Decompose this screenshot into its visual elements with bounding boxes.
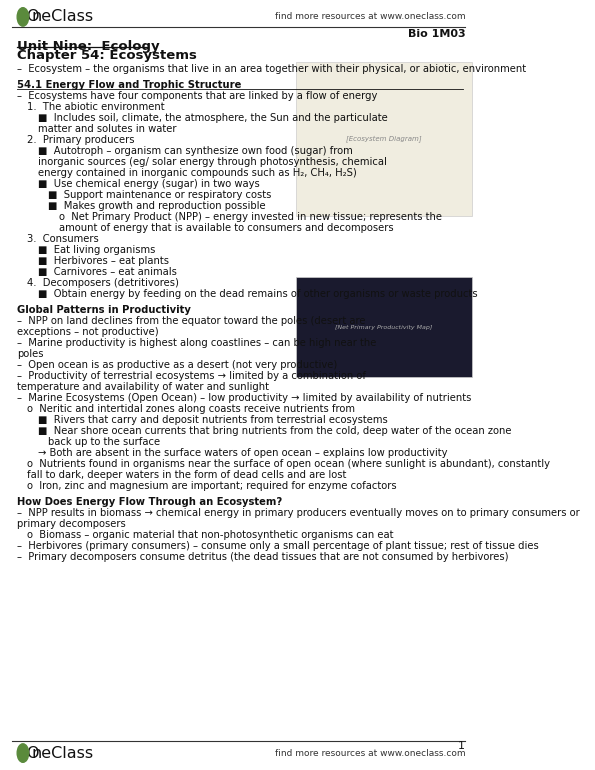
Text: o  Iron, zinc and magnesium are important; required for enzyme cofactors: o Iron, zinc and magnesium are important… — [27, 480, 397, 490]
Text: ■  Makes growth and reproduction possible: ■ Makes growth and reproduction possible — [48, 201, 266, 211]
Text: –  Productivity of terrestrial ecosystems → limited by a combination of: – Productivity of terrestrial ecosystems… — [17, 371, 366, 381]
Text: temperature and availability of water and sunlight: temperature and availability of water an… — [17, 382, 269, 392]
Text: –  Marine Ecosystems (Open Ocean) – low productivity → limited by availability o: – Marine Ecosystems (Open Ocean) – low p… — [17, 393, 471, 403]
Text: Unit Nine:  Ecology: Unit Nine: Ecology — [17, 40, 159, 53]
Text: Global Patterns in Productivity: Global Patterns in Productivity — [17, 305, 190, 315]
Text: How Does Energy Flow Through an Ecosystem?: How Does Energy Flow Through an Ecosyste… — [17, 497, 282, 507]
Text: 3.  Consumers: 3. Consumers — [27, 234, 99, 244]
Text: find more resources at www.oneclass.com: find more resources at www.oneclass.com — [275, 12, 465, 21]
Text: 1: 1 — [458, 741, 465, 751]
Text: ■  Near shore ocean currents that bring nutrients from the cold, deep water of t: ■ Near shore ocean currents that bring n… — [37, 426, 511, 436]
Text: amount of energy that is available to consumers and decomposers: amount of energy that is available to co… — [59, 223, 393, 233]
Text: O: O — [26, 9, 39, 24]
Text: 1.  The abiotic environment: 1. The abiotic environment — [27, 102, 165, 112]
Text: ■  Use chemical energy (sugar) in two ways: ■ Use chemical energy (sugar) in two way… — [37, 179, 259, 189]
Text: matter and solutes in water: matter and solutes in water — [37, 124, 176, 134]
Text: ■  Rivers that carry and deposit nutrients from terrestrial ecosystems: ■ Rivers that carry and deposit nutrient… — [37, 415, 387, 425]
Circle shape — [17, 8, 29, 26]
Text: find more resources at www.oneclass.com: find more resources at www.oneclass.com — [275, 748, 465, 758]
Text: –  Marine productivity is highest along coastlines – can be high near the: – Marine productivity is highest along c… — [17, 338, 376, 348]
Text: inorganic sources (eg/ solar energy through photosynthesis, chemical: inorganic sources (eg/ solar energy thro… — [37, 157, 387, 167]
FancyBboxPatch shape — [296, 277, 472, 377]
Text: O: O — [26, 745, 39, 761]
Text: ■  Eat living organisms: ■ Eat living organisms — [37, 245, 155, 255]
FancyBboxPatch shape — [296, 62, 472, 216]
Text: ■  Support maintenance or respiratory costs: ■ Support maintenance or respiratory cos… — [48, 190, 271, 200]
Text: back up to the surface: back up to the surface — [48, 437, 160, 447]
Text: Chapter 54: Ecosystems: Chapter 54: Ecosystems — [17, 49, 196, 62]
Text: poles: poles — [17, 349, 43, 359]
Text: ■  Carnivores – eat animals: ■ Carnivores – eat animals — [37, 267, 177, 277]
Text: –  Herbivores (primary consumers) – consume only a small percentage of plant tis: – Herbivores (primary consumers) – consu… — [17, 541, 538, 551]
Text: o  Nutrients found in organisms near the surface of open ocean (where sunlight i: o Nutrients found in organisms near the … — [27, 459, 550, 469]
Text: 4.  Decomposers (detritivores): 4. Decomposers (detritivores) — [27, 278, 179, 288]
Text: –  Primary decomposers consume detritus (the dead tissues that are not consumed : – Primary decomposers consume detritus (… — [17, 552, 508, 562]
Text: Bio 1M03: Bio 1M03 — [408, 29, 465, 39]
Text: ■  Autotroph – organism can synthesize own food (sugar) from: ■ Autotroph – organism can synthesize ow… — [37, 146, 352, 156]
Text: neClass: neClass — [31, 9, 93, 24]
Text: –  NPP on land declines from the equator toward the poles (desert are: – NPP on land declines from the equator … — [17, 316, 365, 326]
Text: 54.1 Energy Flow and Trophic Structure: 54.1 Energy Flow and Trophic Structure — [17, 80, 241, 90]
Text: ■  Herbivores – eat plants: ■ Herbivores – eat plants — [37, 256, 169, 266]
Text: ■  Includes soil, climate, the atmosphere, the Sun and the particulate: ■ Includes soil, climate, the atmosphere… — [37, 113, 387, 123]
Text: primary decomposers: primary decomposers — [17, 519, 126, 529]
Text: energy contained in inorganic compounds such as H₂, CH₄, H₂S): energy contained in inorganic compounds … — [37, 168, 356, 178]
Text: –  NPP results in biomass → chemical energy in primary producers eventually move: – NPP results in biomass → chemical ener… — [17, 508, 580, 518]
Text: –  Ecosystem – the organisms that live in an area together with their physical, : – Ecosystem – the organisms that live in… — [17, 64, 526, 74]
Text: o  Neritic and intertidal zones along coasts receive nutrients from: o Neritic and intertidal zones along coa… — [27, 404, 355, 414]
Text: fall to dark, deeper waters in the form of dead cells and are lost: fall to dark, deeper waters in the form … — [27, 470, 346, 480]
Text: [Ecosystem Diagram]: [Ecosystem Diagram] — [346, 136, 422, 142]
Text: exceptions – not productive): exceptions – not productive) — [17, 327, 158, 337]
Text: ■  Obtain energy by feeding on the dead remains of other organisms or waste prod: ■ Obtain energy by feeding on the dead r… — [37, 289, 477, 299]
Text: neClass: neClass — [31, 745, 93, 761]
Text: [Net Primary Productivity Map]: [Net Primary Productivity Map] — [336, 325, 433, 330]
Text: → Both are absent in the surface waters of open ocean – explains low productivit: → Both are absent in the surface waters … — [37, 448, 447, 458]
Text: o  Net Primary Product (NPP) – energy invested in new tissue; represents the: o Net Primary Product (NPP) – energy inv… — [59, 212, 441, 222]
Text: –  Ecosystems have four components that are linked by a flow of energy: – Ecosystems have four components that a… — [17, 92, 377, 102]
Text: 2.  Primary producers: 2. Primary producers — [27, 136, 134, 146]
Circle shape — [17, 744, 29, 762]
Text: –  Open ocean is as productive as a desert (not very productive): – Open ocean is as productive as a deser… — [17, 360, 337, 370]
Text: o  Biomass – organic material that non-photosynthetic organisms can eat: o Biomass – organic material that non-ph… — [27, 531, 394, 541]
